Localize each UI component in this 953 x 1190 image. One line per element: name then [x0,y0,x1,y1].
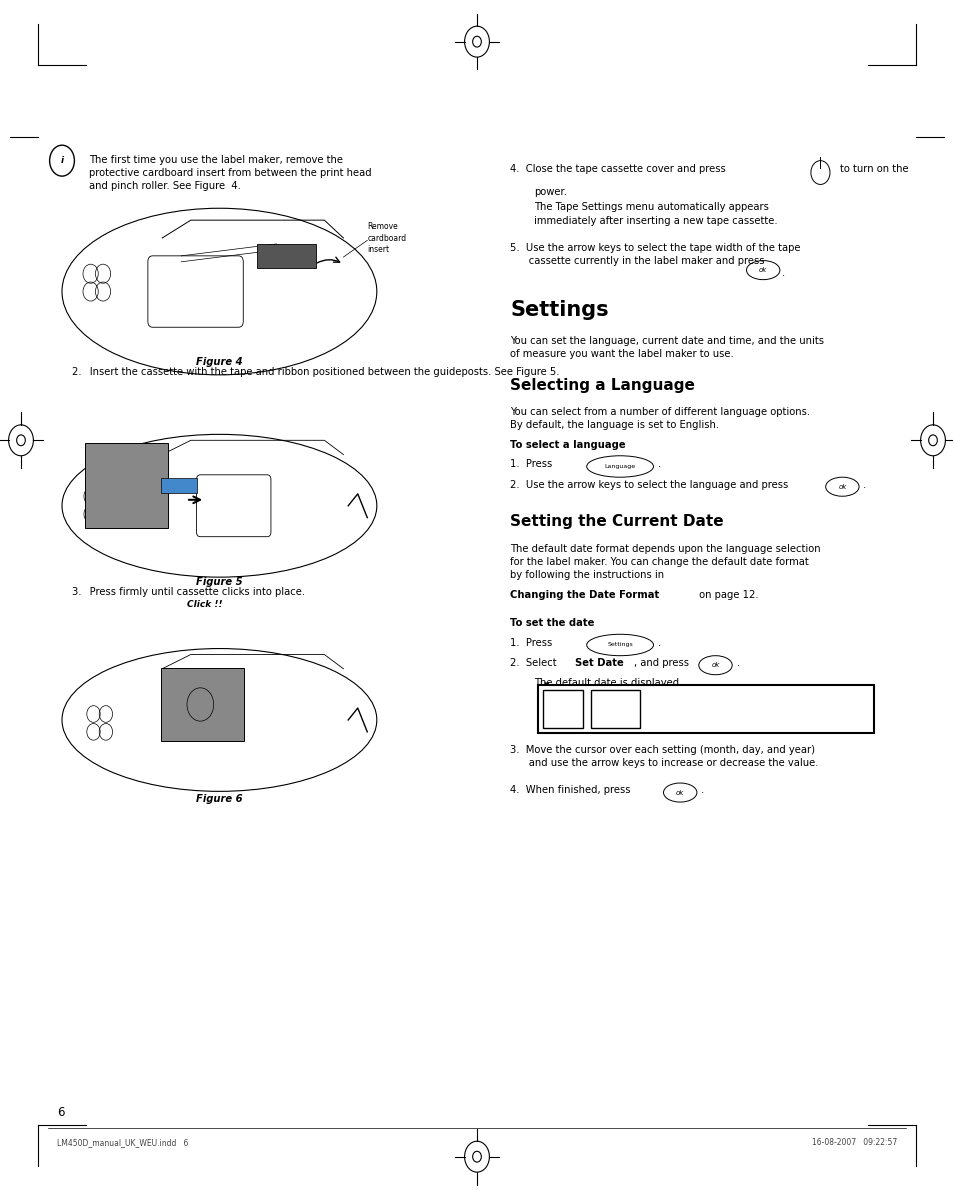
FancyBboxPatch shape [85,443,168,528]
Text: Selecting a Language: Selecting a Language [510,378,695,394]
Text: You can select from a number of different language options.
By default, the lang: You can select from a number of differen… [510,407,810,430]
Text: Figure 4: Figure 4 [196,357,242,367]
FancyBboxPatch shape [256,244,315,268]
Text: Set Date: Set Date [575,658,623,668]
Text: To set the date: To set the date [510,618,594,627]
Text: 1: 1 [558,703,566,715]
Text: i: i [60,156,64,165]
FancyBboxPatch shape [537,685,873,733]
Text: , and press: , and press [634,658,689,668]
Text: ok: ok [711,662,719,669]
Text: Settings: Settings [510,300,608,320]
Text: Changing the Date Format: Changing the Date Format [510,590,659,600]
Text: .: . [862,480,865,489]
FancyBboxPatch shape [161,668,244,741]
Text: .: . [658,459,660,469]
Text: .: . [736,658,739,668]
Text: LM450D_manual_UK_WEU.indd   6: LM450D_manual_UK_WEU.indd 6 [57,1138,189,1147]
Text: The Tape Settings menu automatically appears
immediately after inserting a new t: The Tape Settings menu automatically app… [534,202,777,225]
Text: .: . [700,785,703,795]
Text: 1.  Press: 1. Press [510,638,552,647]
Text: The default date format depends upon the language selection
for the label maker.: The default date format depends upon the… [510,544,821,581]
Text: Settings: Settings [607,643,632,647]
Text: Click !!: Click !! [187,600,223,609]
Text: 1.  Press: 1. Press [510,459,552,469]
Text: 3.  Press firmly until cassette clicks into place.: 3. Press firmly until cassette clicks in… [71,587,304,596]
Text: to turn on the: to turn on the [839,164,907,174]
Text: ok: ok [676,789,683,796]
Text: ok: ok [838,483,845,490]
Text: Setting the Current Date: Setting the Current Date [510,514,723,530]
FancyBboxPatch shape [161,478,196,493]
Text: Language: Language [604,464,635,469]
Text: ok: ok [759,267,766,274]
Text: .: . [658,638,660,647]
Text: JAN  2005: JAN 2005 [658,703,729,715]
Text: 5.  Use the arrow keys to select the tape width of the tape
      cassette curre: 5. Use the arrow keys to select the tape… [510,243,801,265]
Text: 2.  Select: 2. Select [510,658,559,668]
Text: Figure 6: Figure 6 [196,794,242,803]
Text: 3.  Move the cursor over each setting (month, day, and year)
      and use the a: 3. Move the cursor over each setting (mo… [510,745,818,768]
Text: 6: 6 [57,1106,65,1119]
Text: Figure 5: Figure 5 [196,577,242,587]
Text: ▼: ▼ [543,682,549,688]
Text: power.: power. [534,187,567,196]
Text: The first time you use the label maker, remove the
protective cardboard insert f: The first time you use the label maker, … [89,155,371,192]
Text: To select a language: To select a language [510,440,625,450]
FancyBboxPatch shape [542,690,582,728]
Text: 2.  Use the arrow keys to select the language and press: 2. Use the arrow keys to select the lang… [510,480,788,489]
FancyBboxPatch shape [590,690,639,728]
Text: .: . [781,268,784,277]
Text: 4.  Close the tape cassette cover and press: 4. Close the tape cassette cover and pre… [510,164,725,174]
Text: You can set the language, current date and time, and the units
of measure you wa: You can set the language, current date a… [510,336,823,358]
Text: 4.  When finished, press: 4. When finished, press [510,785,630,795]
Text: Remove
cardboard
insert: Remove cardboard insert [367,223,406,253]
Text: 16-08-2007   09:22:57: 16-08-2007 09:22:57 [811,1138,896,1147]
Text: on page 12.: on page 12. [696,590,759,600]
Text: The default date is displayed.: The default date is displayed. [534,678,682,688]
Text: 31: 31 [607,703,622,715]
Text: 2.  Insert the cassette with the tape and ribbon positioned between the guidepos: 2. Insert the cassette with the tape and… [71,367,558,376]
